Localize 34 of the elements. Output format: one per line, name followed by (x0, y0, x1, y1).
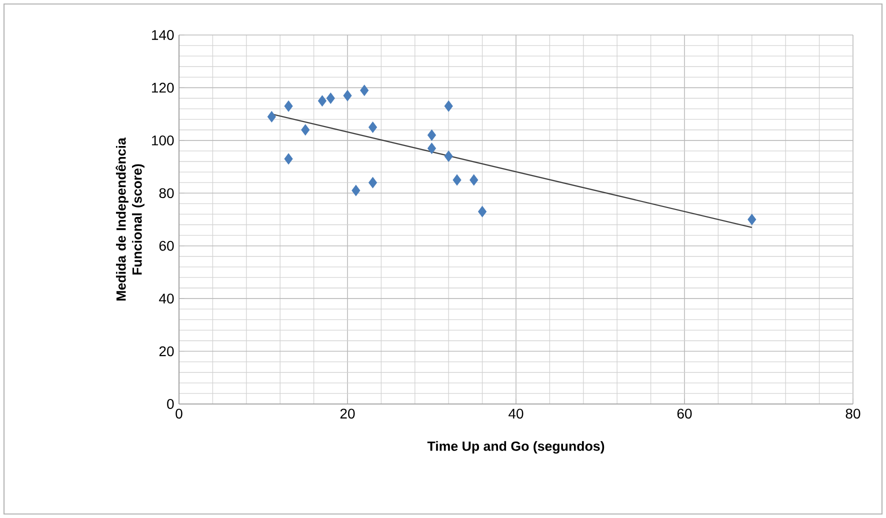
point (444, 100, 453, 112)
x-axis-title: Time Up and Go (segundos) (427, 441, 604, 454)
point (444, 150, 453, 162)
point (748, 214, 756, 226)
point (301, 124, 310, 136)
point (478, 206, 487, 218)
x-tick-label: 20 (340, 408, 355, 419)
y-tick-label: 60 (159, 240, 174, 251)
y-tick-label: 80 (159, 188, 174, 198)
y-tick-label: 40 (159, 294, 174, 304)
point (368, 176, 378, 188)
y-tick-label: 20 (159, 346, 174, 356)
point (343, 90, 352, 102)
point (284, 153, 293, 164)
x-tick-label: 40 (508, 408, 524, 419)
point (326, 92, 335, 104)
point (352, 184, 360, 196)
y-tick-label: 120 (152, 82, 174, 93)
point (368, 122, 378, 133)
x-tick-label: 60 (677, 408, 692, 419)
point (360, 84, 369, 96)
point (470, 174, 478, 186)
point (318, 95, 326, 106)
y-axis-title: Medida de Independência Funcional (score) (116, 138, 144, 300)
y-tick-label: 0 (167, 399, 174, 409)
x-tick-label: 0 (176, 408, 182, 419)
point (427, 130, 436, 141)
point (267, 111, 276, 122)
point (427, 142, 436, 154)
y-tick-label: 140 (152, 30, 174, 40)
point (284, 100, 293, 112)
y-tick-label: 100 (152, 135, 174, 146)
point (452, 174, 462, 186)
x-tick-label: 80 (846, 408, 860, 419)
